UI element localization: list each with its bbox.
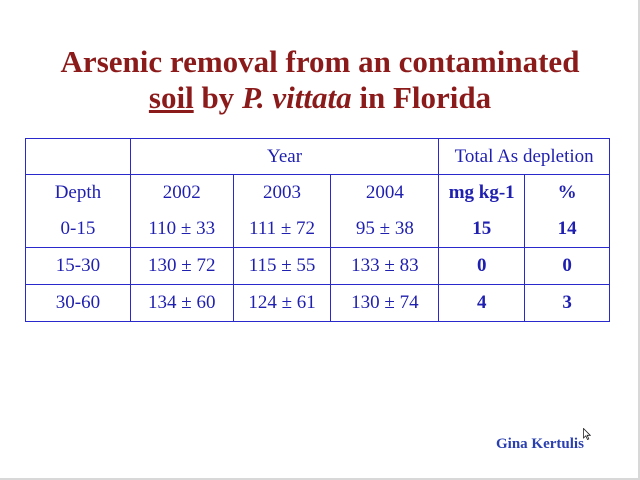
year-2002-cell: 2002 110 ± 33 [129, 174, 234, 248]
table-group-header-row: Year Total As depletion [25, 138, 610, 175]
cell-mg: 0 [438, 247, 526, 285]
title-rest: in Florida [351, 80, 492, 115]
depth-header: Depth [54, 182, 102, 203]
year-group-header: Year [129, 138, 440, 175]
cell-depth: 30-60 [25, 284, 131, 322]
depth-value: 0-15 [60, 218, 96, 239]
cell-pct: 3 [524, 284, 610, 322]
cell-2003: 115 ± 55 [232, 247, 332, 285]
table-row: 15-30 130 ± 72 115 ± 55 133 ± 83 0 0 [25, 247, 610, 285]
col-2002-header: 2002 [162, 182, 201, 203]
cell-2002: 110 ± 33 [148, 218, 216, 239]
cell-mg: 15 [472, 218, 492, 239]
year-2004-cell: 2004 95 ± 38 [330, 174, 440, 248]
depletion-group-header: Total As depletion [438, 138, 610, 175]
title-line-2: soil by P. vittata in Florida [0, 80, 640, 116]
cell-2003: 111 ± 72 [249, 218, 316, 239]
title-by-word: by [193, 80, 242, 115]
year-2003-cell: 2003 111 ± 72 [232, 174, 332, 248]
pct-cell: % 14 [524, 174, 610, 248]
table-row: Depth 0-15 2002 110 ± 33 2003 111 ± 72 2004… [25, 174, 610, 248]
mg-cell: mg kg-1 15 [438, 174, 526, 248]
col-pct-header: % [557, 182, 577, 203]
depth-cell: Depth 0-15 [25, 174, 131, 248]
title-soil-word: soil [148, 80, 194, 115]
cell-2004: 130 ± 74 [330, 284, 440, 322]
cell-depth: 15-30 [25, 247, 131, 285]
slide-title: Arsenic removal from an contaminated soi… [0, 44, 640, 116]
col-2004-header: 2004 [365, 182, 404, 203]
cell-2004: 95 ± 38 [355, 218, 414, 239]
cell-mg: 4 [438, 284, 526, 322]
col-2003-header: 2003 [263, 182, 302, 203]
cell-pct: 0 [524, 247, 610, 285]
empty-corner-cell [25, 138, 131, 175]
mouse-pointer-icon [583, 428, 591, 440]
arsenic-data-table: Year Total As depletion Depth 0-15 2002 11… [25, 138, 610, 322]
col-mg-header: mg kg-1 [448, 182, 515, 203]
title-line-1: Arsenic removal from an contaminated [60, 44, 580, 79]
cell-2002: 134 ± 60 [129, 284, 234, 322]
title-species: P. vittata [241, 80, 352, 115]
author-name: Gina Kertulis [496, 436, 584, 452]
cell-2002: 130 ± 72 [129, 247, 234, 285]
table-row: 30-60 134 ± 60 124 ± 61 130 ± 74 4 3 [25, 284, 610, 322]
cell-2004: 133 ± 83 [330, 247, 440, 285]
cell-pct: 14 [557, 218, 577, 239]
cell-2003: 124 ± 61 [232, 284, 332, 322]
